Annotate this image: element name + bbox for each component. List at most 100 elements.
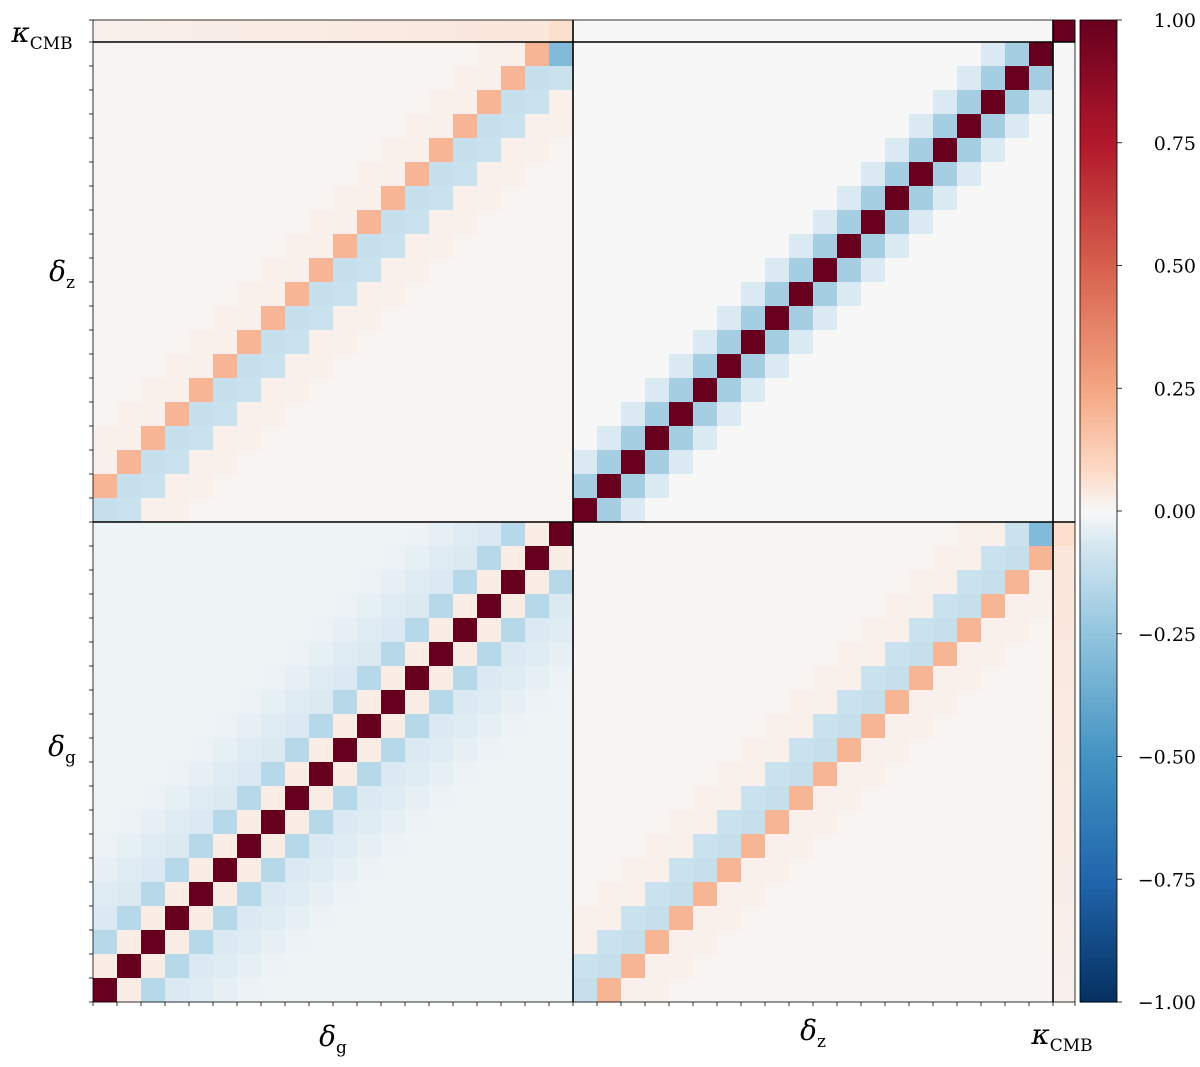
- heatmap-cell: [933, 978, 958, 1003]
- heatmap-cell: [741, 546, 766, 571]
- heatmap-cell: [789, 786, 814, 811]
- heatmap-cell: [909, 282, 934, 307]
- heatmap-cell: [189, 978, 214, 1003]
- heatmap-cell: [477, 954, 502, 979]
- colorbar-segment: [1080, 810, 1117, 817]
- heatmap-cell: [1029, 20, 1054, 43]
- heatmap-cell: [477, 234, 502, 259]
- heatmap-cell: [813, 522, 838, 547]
- heatmap-cell: [117, 834, 142, 859]
- heatmap-cell: [453, 522, 478, 547]
- heatmap-cell: [213, 858, 238, 883]
- heatmap-cell: [885, 498, 910, 523]
- heatmap-cell: [693, 138, 718, 163]
- heatmap-cell: [765, 354, 790, 379]
- heatmap-cell: [717, 138, 742, 163]
- heatmap-cell: [717, 690, 742, 715]
- colorbar-segment: [1080, 353, 1117, 360]
- heatmap-cell: [933, 570, 958, 595]
- heatmap-cell: [909, 666, 934, 691]
- heatmap-cell: [933, 306, 958, 331]
- heatmap-cell: [621, 762, 646, 787]
- heatmap-cell: [477, 138, 502, 163]
- heatmap-cell: [549, 66, 574, 91]
- colorbar-segment: [1080, 874, 1117, 880]
- heatmap-cell: [621, 618, 646, 643]
- colorbar-segment: [1080, 805, 1117, 812]
- heatmap-cell: [621, 186, 646, 211]
- heatmap-cell: [525, 786, 550, 811]
- heatmap-cell: [909, 450, 934, 475]
- colorbar-segment: [1080, 574, 1117, 581]
- heatmap-cell: [717, 714, 742, 739]
- heatmap-cell: [549, 186, 574, 211]
- heatmap-cell: [333, 66, 358, 91]
- heatmap-cell: [1029, 810, 1054, 835]
- heatmap-cell: [213, 618, 238, 643]
- y-label-delta-g: δg: [48, 730, 76, 768]
- heatmap-cell: [381, 330, 406, 355]
- heatmap-cell: [789, 114, 814, 139]
- heatmap-cell: [93, 186, 118, 211]
- heatmap-cell: [597, 594, 622, 619]
- heatmap-cell: [189, 786, 214, 811]
- heatmap-cell: [861, 66, 886, 91]
- heatmap-cell: [693, 426, 718, 451]
- heatmap-cell: [93, 618, 118, 643]
- heatmap-cell: [885, 210, 910, 235]
- heatmap-cell: [885, 138, 910, 163]
- heatmap-cell: [597, 786, 622, 811]
- heatmap-cell: [477, 378, 502, 403]
- heatmap-cell: [1029, 906, 1054, 931]
- heatmap-cell: [717, 354, 742, 379]
- heatmap-cell: [1053, 402, 1076, 427]
- heatmap-cell: [693, 930, 718, 955]
- heatmap-cell: [117, 330, 142, 355]
- heatmap-cell: [309, 234, 334, 259]
- heatmap-cell: [165, 906, 190, 931]
- heatmap-cell: [717, 786, 742, 811]
- heatmap-cell: [381, 114, 406, 139]
- heatmap-cell: [117, 450, 142, 475]
- heatmap-cell: [1053, 474, 1076, 499]
- heatmap-cell: [93, 786, 118, 811]
- heatmap-cell: [405, 210, 430, 235]
- heatmap-cell: [1005, 162, 1030, 187]
- heatmap-cell: [429, 114, 454, 139]
- colorbar-segment: [1080, 363, 1117, 370]
- heatmap-cell: [501, 114, 526, 139]
- heatmap-cell: [237, 522, 262, 547]
- heatmap-cell: [237, 546, 262, 571]
- heatmap-cell: [981, 186, 1006, 211]
- heatmap-cell: [861, 42, 886, 67]
- heatmap-cell: [789, 234, 814, 259]
- heatmap-cell: [189, 618, 214, 643]
- heatmap-cell: [117, 978, 142, 1003]
- heatmap-cell: [1005, 666, 1030, 691]
- heatmap-cell: [837, 306, 862, 331]
- heatmap-cell: [189, 354, 214, 379]
- colorbar-segment: [1080, 481, 1117, 488]
- heatmap-cell: [189, 714, 214, 739]
- heatmap-cell: [837, 114, 862, 139]
- colorbar-segment: [1080, 893, 1117, 900]
- colorbar-segment: [1080, 677, 1117, 684]
- heatmap-cell: [357, 354, 382, 379]
- heatmap-cell: [237, 594, 262, 619]
- heatmap-cell: [405, 978, 430, 1003]
- heatmap-cell: [981, 954, 1006, 979]
- heatmap-cell: [405, 114, 430, 139]
- heatmap-cell: [525, 666, 550, 691]
- heatmap-cell: [429, 186, 454, 211]
- heatmap-cell: [693, 450, 718, 475]
- heatmap-cell: [429, 642, 454, 667]
- heatmap-cell: [717, 186, 742, 211]
- heatmap-cell: [861, 906, 886, 931]
- colorbar-segment: [1080, 108, 1117, 114]
- heatmap-cell: [429, 426, 454, 451]
- heatmap-cell: [309, 330, 334, 355]
- colorbar-tick-label: 0.25: [1154, 378, 1196, 400]
- heatmap-cell: [741, 522, 766, 547]
- heatmap-cell: [597, 906, 622, 931]
- heatmap-cell: [141, 594, 166, 619]
